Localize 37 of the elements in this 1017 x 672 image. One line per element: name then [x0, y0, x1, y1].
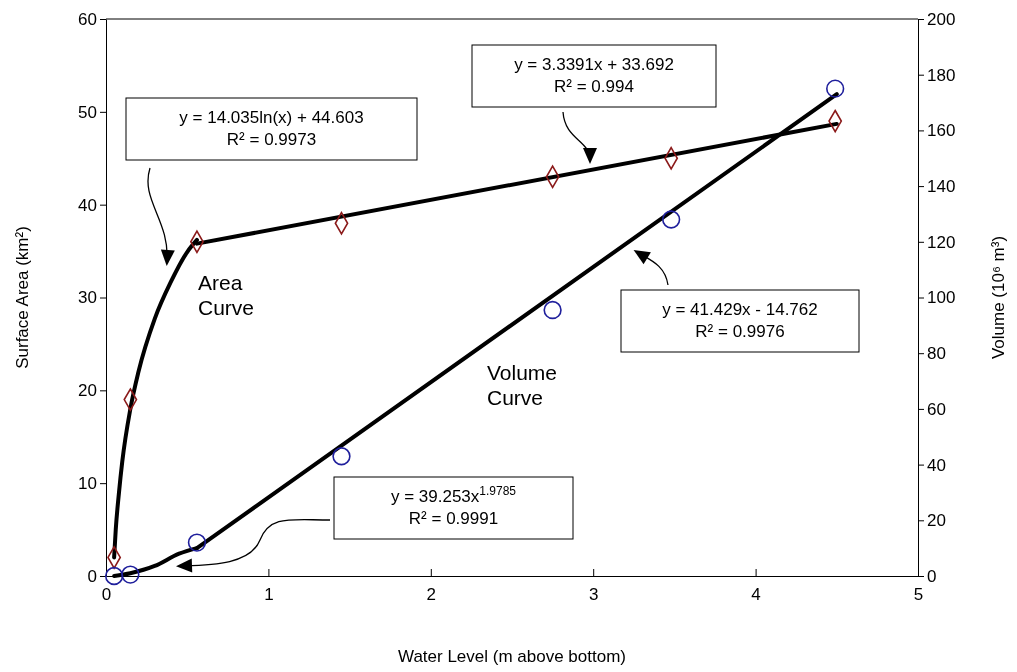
y2-tick-label: 180	[927, 65, 956, 85]
y-tick-label: 60	[78, 9, 97, 29]
y2-tick-label: 120	[927, 232, 956, 252]
y-axis-title: Surface Area (km²)	[13, 226, 32, 369]
y2-tick-label: 60	[927, 399, 946, 419]
annotation: y = 41.429x - 14.762 R² = 0.9976	[662, 300, 818, 341]
y2-tick-label: 20	[927, 511, 946, 531]
x-axis-title: Water Level (m above bottom)	[397, 647, 627, 666]
x-tick-label: 0	[101, 585, 112, 605]
y2-tick-label: 80	[927, 344, 946, 364]
annotation: y = 3.3391x + 33.692 R² = 0.994	[514, 55, 674, 96]
annotation: Volume Curve	[487, 361, 558, 409]
annotation: y = 14.035ln(x) + 44.603 R² = 0.9973	[179, 108, 364, 149]
text-box: y = 41.429x - 14.762 R² = 0.9976	[620, 289, 860, 353]
x-tick-label: 3	[588, 585, 599, 605]
y2-tick-label: 0	[927, 566, 937, 586]
y-tick-label: 50	[78, 102, 97, 122]
x-tick-label: 2	[426, 585, 437, 605]
x-tick-label: 5	[913, 585, 924, 605]
y-tick-label: 0	[87, 566, 97, 586]
y2-tick-label: 140	[927, 177, 956, 197]
text-box: y = 14.035ln(x) + 44.603 R² = 0.9973	[125, 97, 418, 161]
y2-tick-label: 160	[927, 121, 956, 141]
text-box: y = 3.3391x + 33.692 R² = 0.994	[471, 44, 717, 108]
y2-tick-label: 40	[927, 455, 946, 475]
y2-axis-title: Volume (10⁶ m³)	[989, 235, 1008, 360]
y2-tick-label: 200	[927, 9, 956, 29]
y-tick-label: 10	[78, 474, 97, 494]
text-box: y = 39.253x$^{1.9785}$ R² = 0.9991	[333, 476, 574, 540]
annotation: y = 39.253x$^{1.9785}$ R² = 0.9991	[390, 484, 517, 528]
x-tick-label: 4	[751, 585, 761, 605]
annotation: Area Curve	[198, 271, 255, 319]
y-tick-label: 20	[78, 381, 97, 401]
y-tick-label: 30	[78, 288, 97, 308]
x-tick-label: 1	[264, 585, 274, 605]
y2-tick-label: 100	[927, 288, 956, 308]
y-tick-label: 40	[78, 195, 97, 215]
